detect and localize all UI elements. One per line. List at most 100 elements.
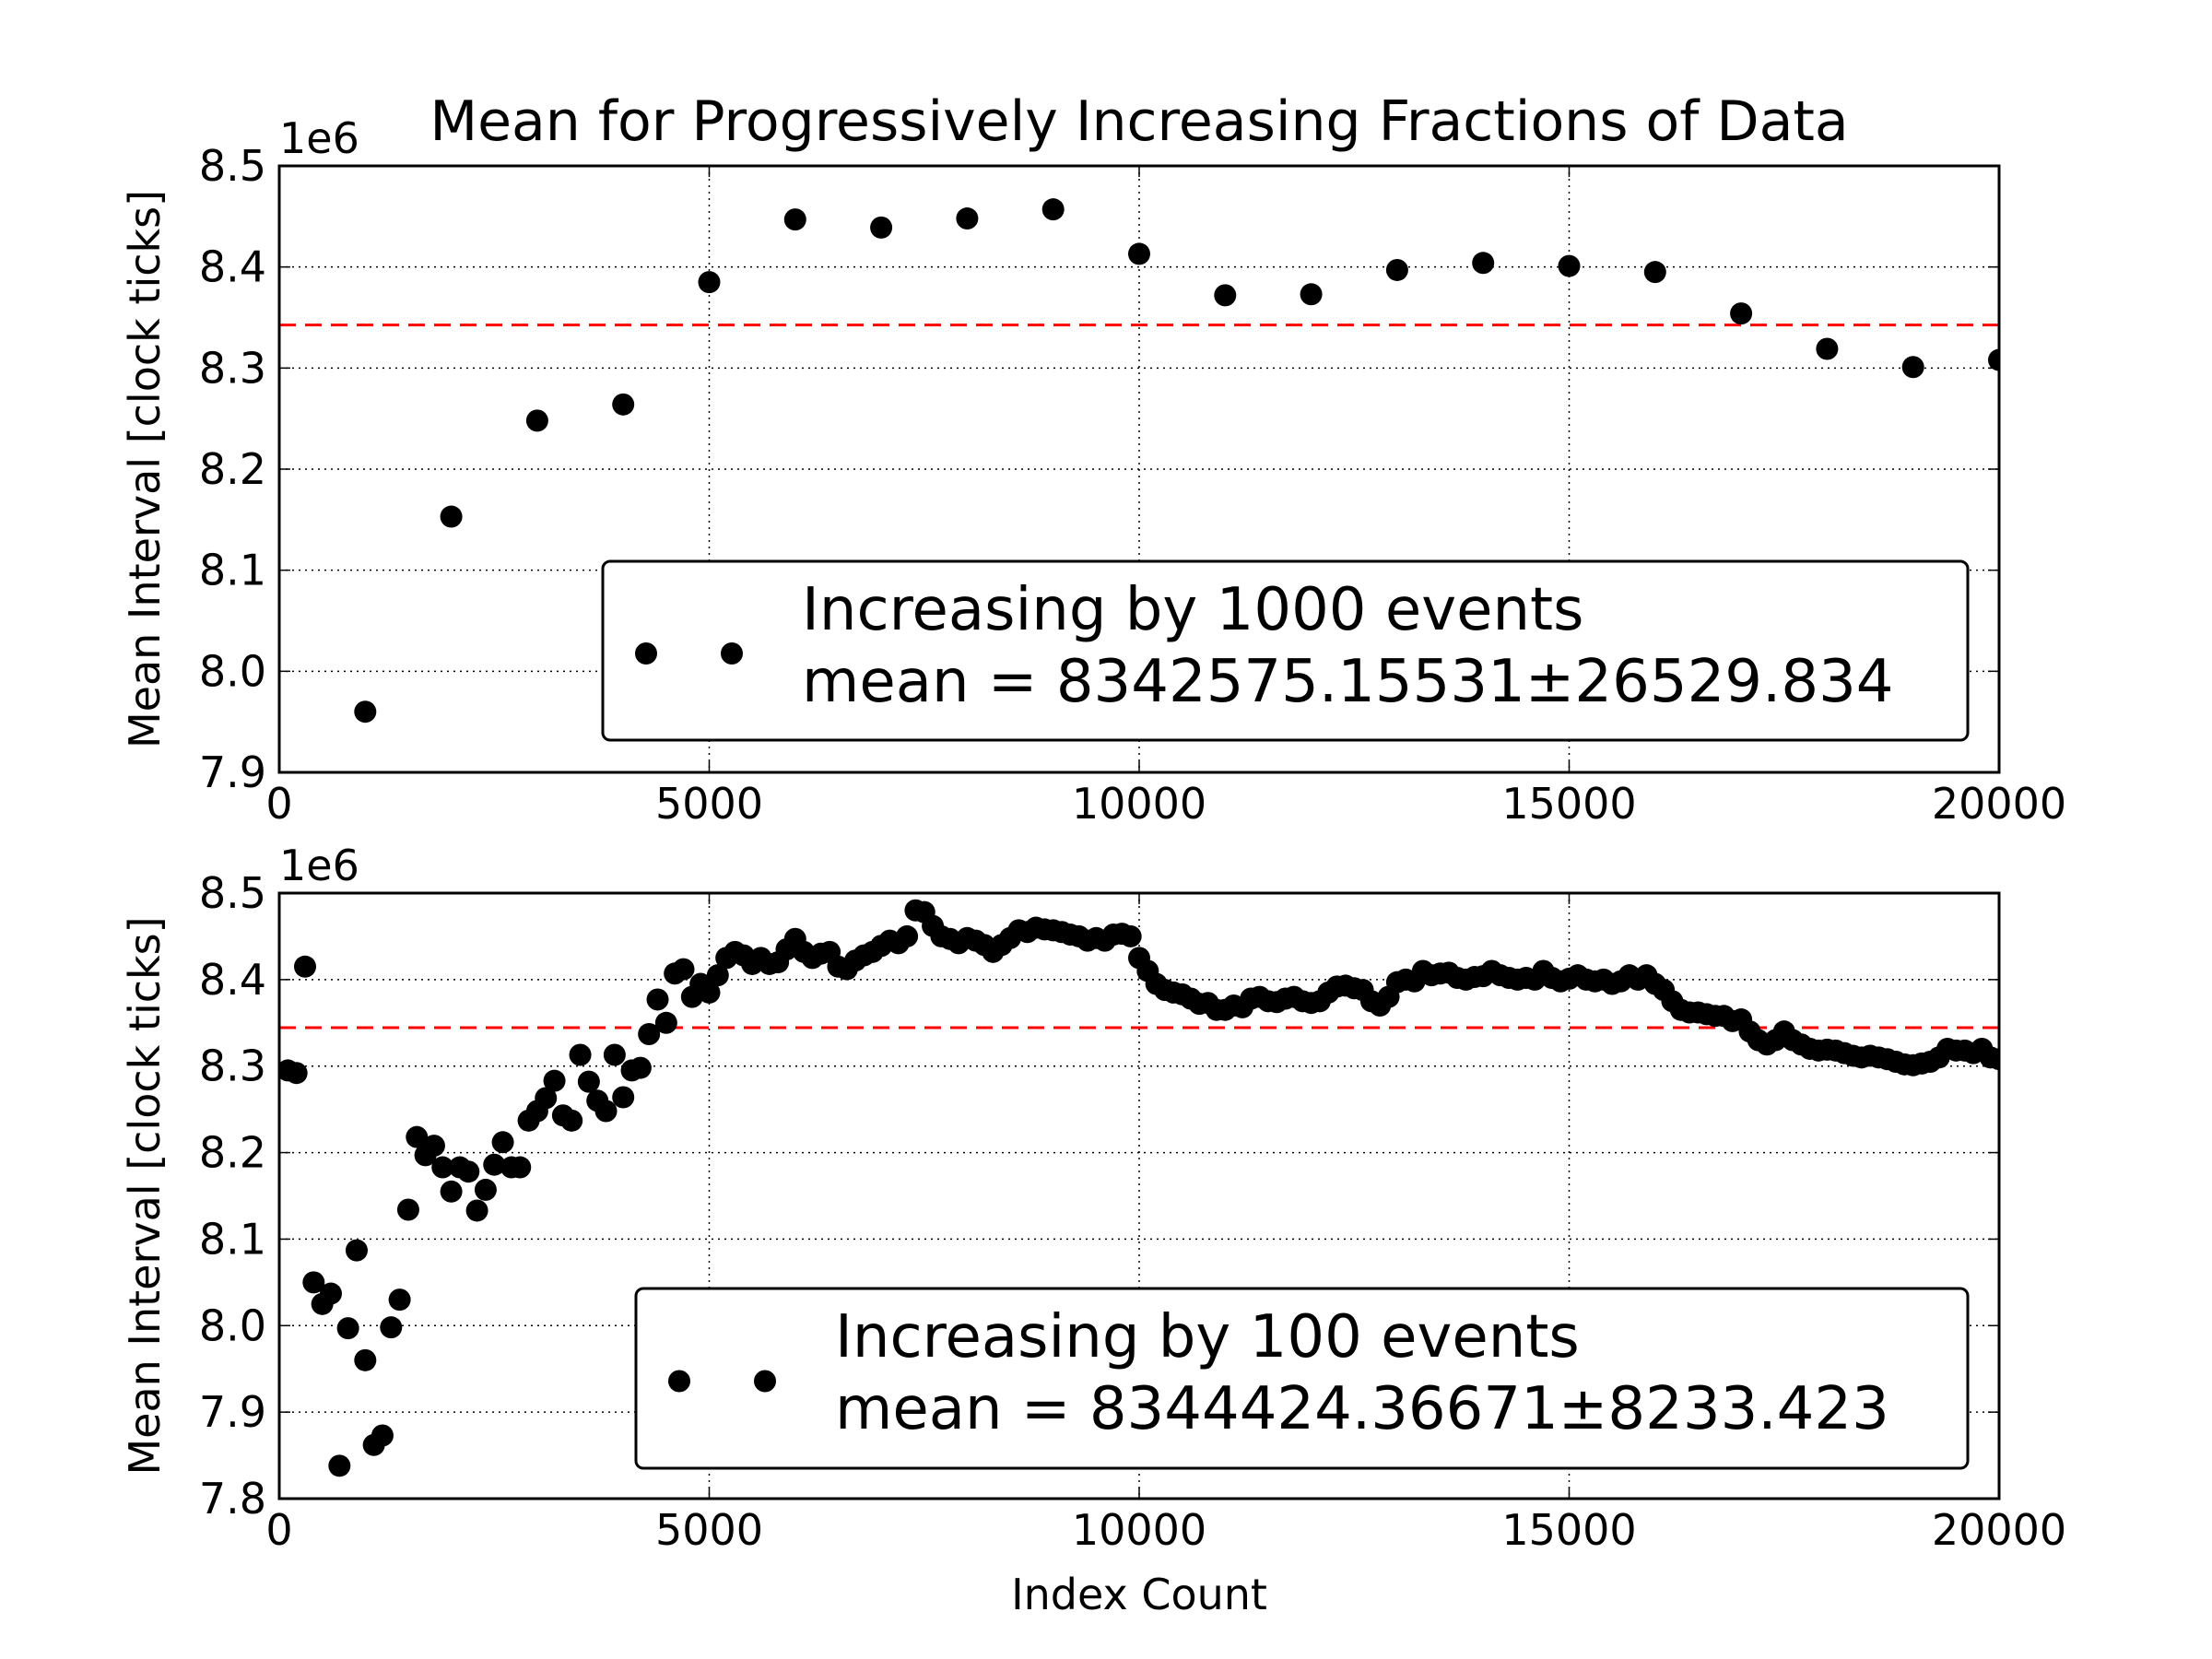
- data-point: [577, 1070, 600, 1093]
- plot-area: [279, 899, 1999, 1477]
- data-point: [594, 1100, 618, 1123]
- y-tick-label: 7.9: [199, 747, 266, 797]
- y-tick-label: 8.3: [199, 343, 266, 393]
- y-axis-label: Mean Interval [clock ticks]: [120, 916, 170, 1475]
- data-point: [956, 207, 979, 230]
- y-tick-label: 8.4: [199, 955, 266, 1005]
- y-tick-label: 8.1: [199, 1214, 266, 1264]
- y-tick-label: 8.0: [199, 1300, 266, 1350]
- plot-area: [279, 198, 1999, 724]
- y-tick-label: 8.5: [199, 141, 266, 191]
- data-point: [525, 409, 548, 432]
- data-point: [491, 1131, 514, 1154]
- data-point: [319, 1282, 342, 1305]
- data-point: [698, 271, 721, 294]
- x-tick-label: 10000: [1072, 1505, 1206, 1555]
- data-point: [354, 700, 377, 724]
- data-point: [560, 1109, 583, 1132]
- data-point: [1385, 258, 1408, 281]
- x-tick-label: 20000: [1932, 779, 2066, 829]
- data-point: [328, 1454, 351, 1477]
- data-point: [654, 1011, 677, 1034]
- legend-marker: [668, 1370, 690, 1393]
- y-axis-label: Mean Interval [clock ticks]: [120, 190, 170, 748]
- data-point: [1300, 283, 1323, 306]
- data-point: [406, 1125, 429, 1148]
- legend-note: mean = 8342575.15531±26529.834: [802, 648, 1894, 716]
- y-tick-label: 8.5: [199, 868, 266, 918]
- data-point: [1558, 254, 1581, 277]
- data-point: [638, 1022, 661, 1045]
- chart-title: Mean for Progressively Increasing Fracti…: [429, 89, 1848, 154]
- x-tick-label: 10000: [1072, 779, 1206, 829]
- y-tick-label: 8.1: [199, 546, 266, 595]
- data-point: [543, 1069, 566, 1092]
- data-point: [509, 1156, 532, 1179]
- x-axis-label: Index Count: [1011, 1570, 1267, 1619]
- data-point: [1988, 348, 1999, 371]
- y-tick-label: 7.9: [199, 1387, 266, 1437]
- y-tick-label: 7.8: [199, 1474, 266, 1524]
- legend-note: mean = 8344424.36671±8233.423: [835, 1375, 1889, 1443]
- data-point: [896, 924, 919, 947]
- x-tick-label: 15000: [1501, 1505, 1636, 1555]
- y-tick-label: 8.3: [199, 1041, 266, 1091]
- data-point: [345, 1239, 368, 1262]
- data-point: [1128, 242, 1150, 265]
- y-tick-label: 8.2: [199, 444, 266, 494]
- data-point: [380, 1316, 403, 1339]
- y-tick-label: 8.4: [199, 242, 266, 292]
- data-point: [783, 208, 806, 231]
- data-point: [1214, 284, 1237, 307]
- data-point: [354, 1348, 377, 1371]
- x-tick-label: 0: [265, 779, 292, 829]
- data-point: [396, 1198, 419, 1221]
- data-point: [1901, 356, 1924, 379]
- data-point: [302, 1271, 325, 1294]
- data-point: [422, 1135, 445, 1158]
- x-tick-label: 5000: [655, 779, 763, 829]
- data-point: [440, 1180, 463, 1203]
- data-point: [706, 964, 729, 987]
- data-point: [535, 1087, 558, 1110]
- data-point: [612, 393, 635, 416]
- data-point: [1119, 924, 1142, 947]
- data-point: [1472, 252, 1495, 275]
- y-offset-label: 1e6: [279, 113, 359, 163]
- legend-marker: [721, 642, 743, 665]
- data-point: [465, 1199, 488, 1222]
- data-point: [698, 981, 721, 1004]
- x-tick-label: 15000: [1501, 779, 1636, 829]
- data-point: [431, 1156, 454, 1179]
- legend-label: Increasing by 1000 events: [802, 576, 1583, 644]
- legend-box: [601, 559, 1970, 742]
- data-point: [293, 955, 316, 978]
- data-point: [474, 1178, 497, 1201]
- legend-label: Increasing by 100 events: [835, 1303, 1580, 1371]
- data-point: [1988, 1048, 1999, 1071]
- legend-box: [634, 1287, 1970, 1470]
- data-point: [672, 958, 695, 981]
- data-point: [371, 1424, 394, 1447]
- legend-marker: [754, 1370, 776, 1393]
- data-point: [336, 1317, 359, 1340]
- x-tick-label: 5000: [655, 1505, 763, 1555]
- data-point: [629, 1056, 652, 1079]
- data-point: [285, 1062, 308, 1085]
- data-point: [603, 1043, 626, 1066]
- data-point: [483, 1153, 506, 1176]
- data-point: [1816, 337, 1839, 360]
- data-point: [646, 988, 669, 1011]
- y-offset-label: 1e6: [279, 841, 359, 890]
- y-tick-label: 8.2: [199, 1128, 266, 1178]
- y-tick-label: 8.0: [199, 646, 266, 696]
- data-point: [388, 1288, 411, 1312]
- x-tick-label: 20000: [1932, 1505, 2066, 1555]
- axes-frame: [277, 164, 2001, 774]
- data-point: [440, 505, 463, 528]
- data-point: [569, 1043, 592, 1066]
- data-point: [1041, 198, 1065, 221]
